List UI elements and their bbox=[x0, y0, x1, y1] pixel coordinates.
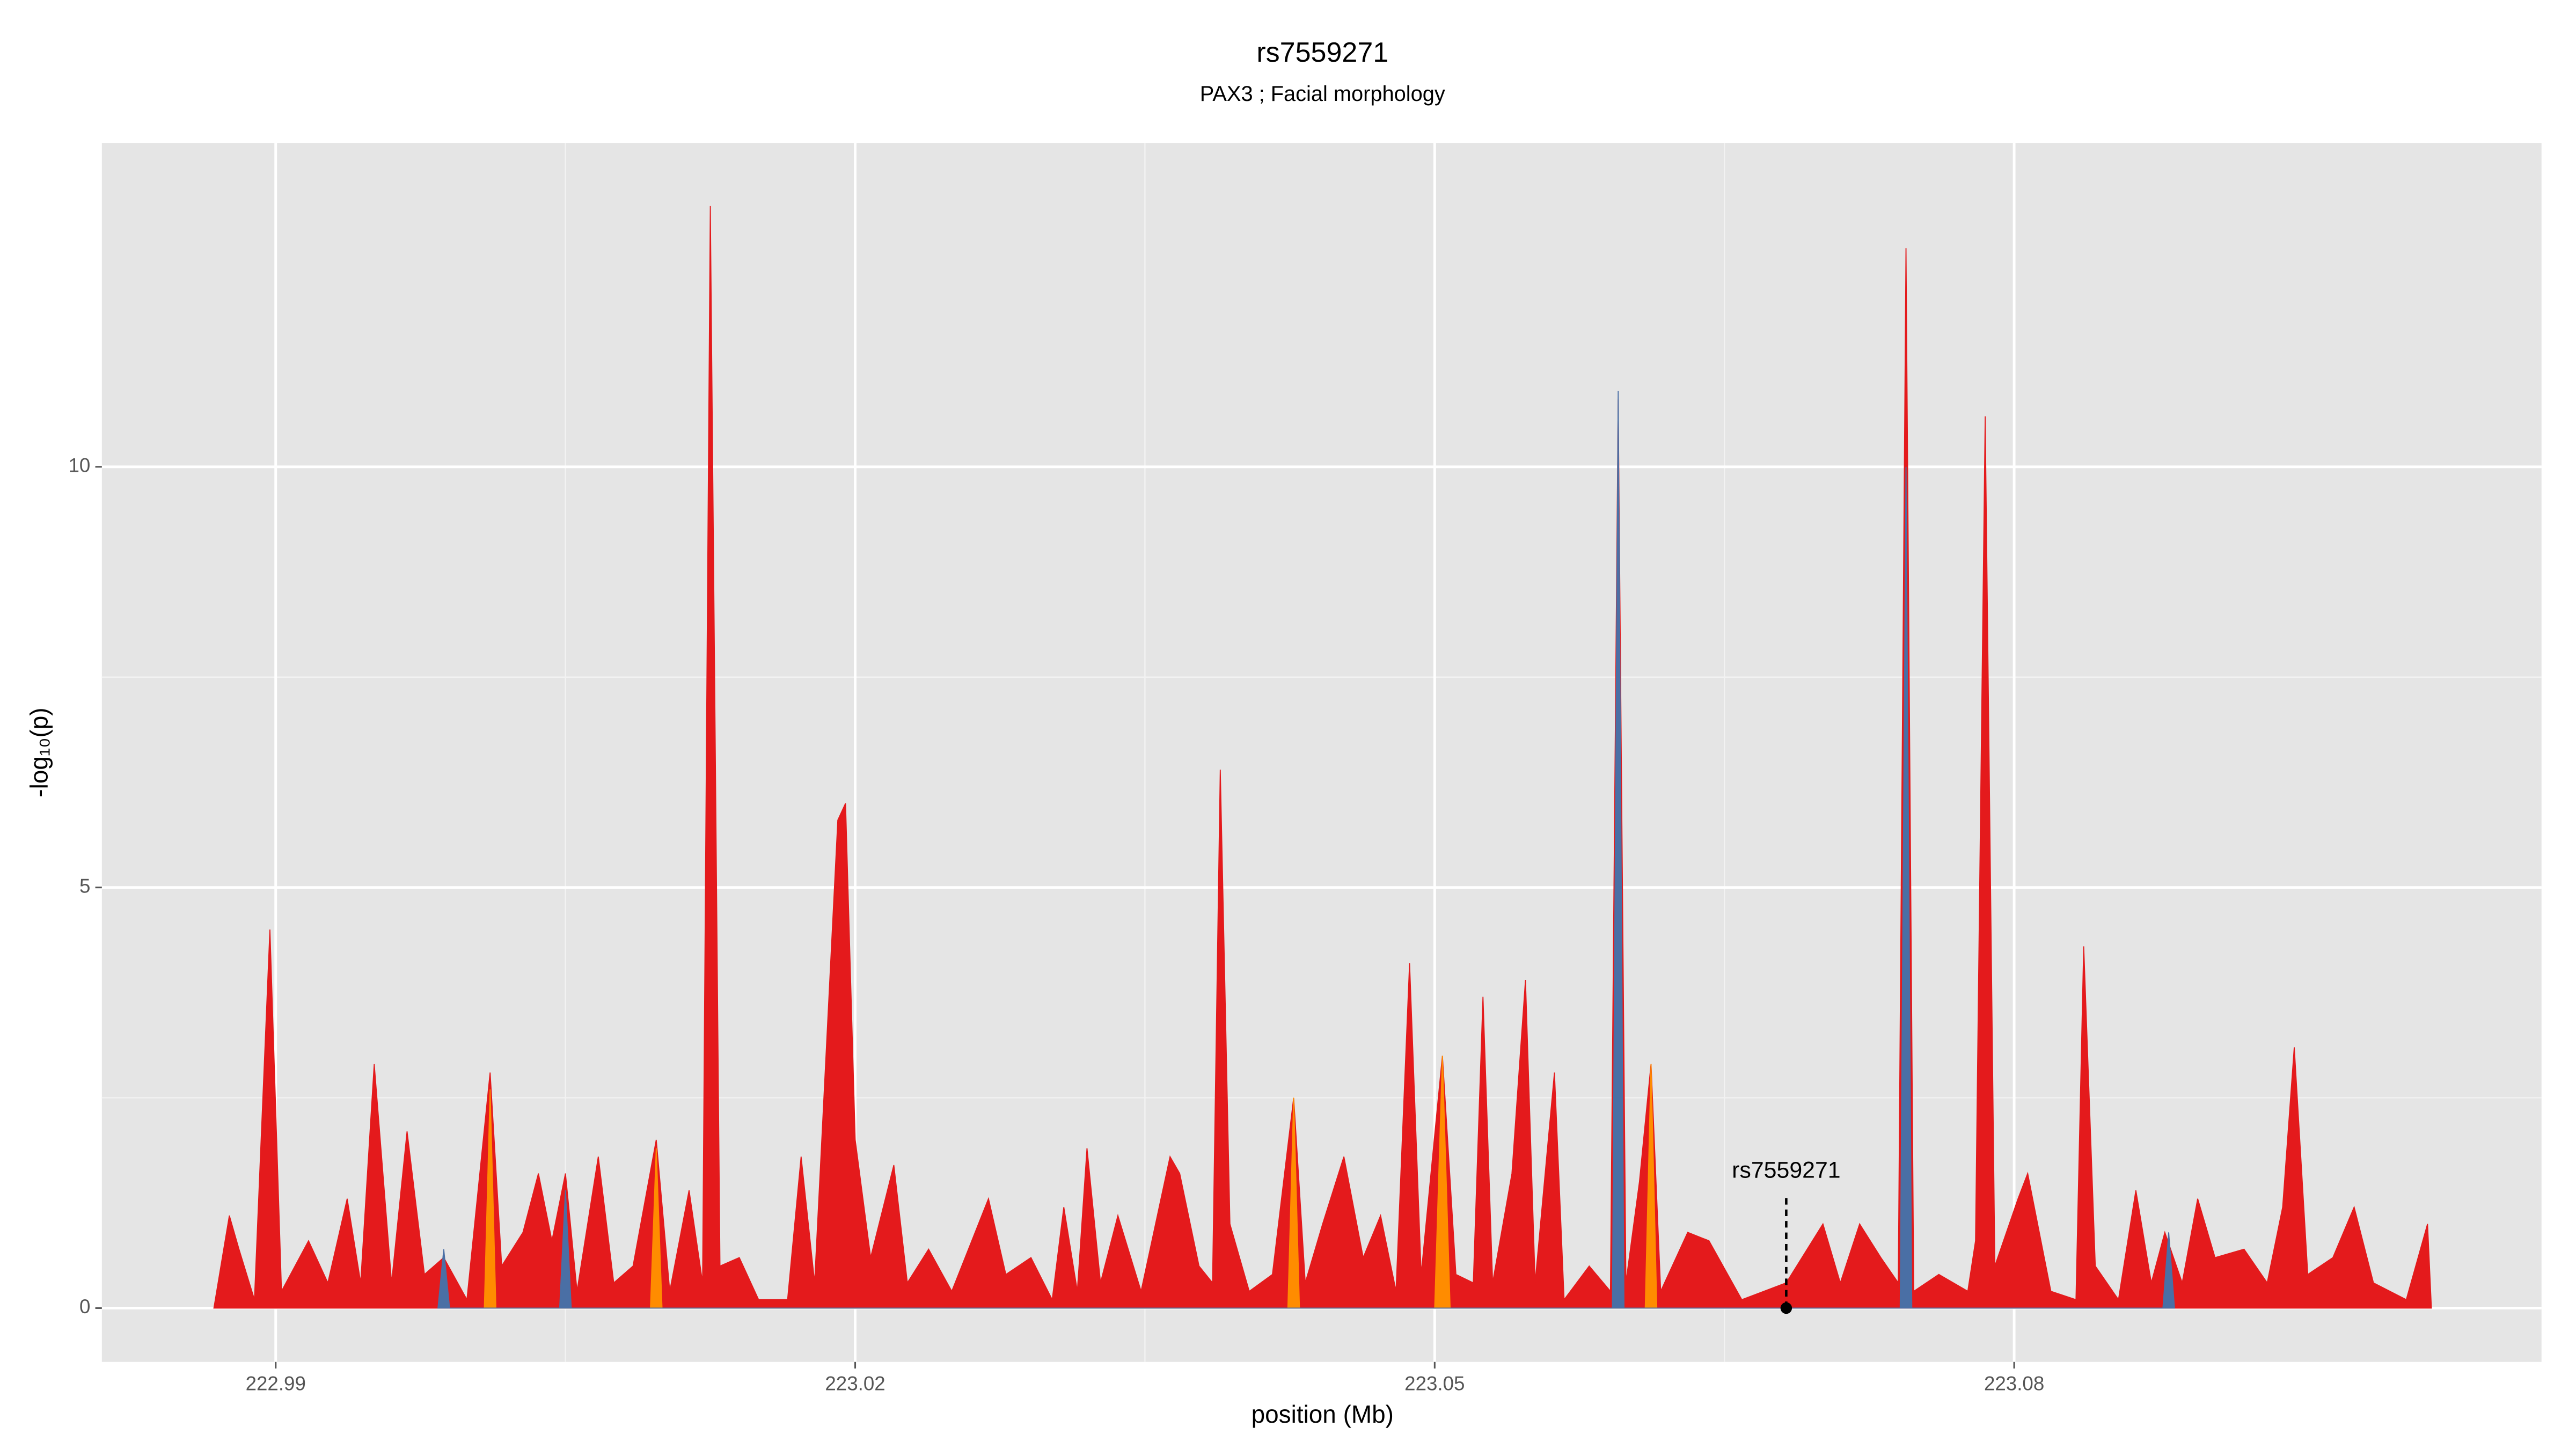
y-tick-label: 5 bbox=[79, 875, 90, 897]
y-tick-label: 0 bbox=[79, 1296, 90, 1318]
chart-subtitle: PAX3 ; Facial morphology bbox=[1200, 82, 1445, 106]
x-tick-label: 223.08 bbox=[1984, 1372, 2044, 1394]
x-tick-label: 223.05 bbox=[1404, 1372, 1465, 1394]
area bbox=[437, 391, 2175, 1309]
y-axis-label: -log₁₀(p) bbox=[25, 707, 53, 797]
y-tick-label: 10 bbox=[69, 455, 91, 477]
annotation-label: rs7559271 bbox=[1732, 1158, 1840, 1183]
x-axis-label: position (Mb) bbox=[1252, 1400, 1394, 1428]
chart-title: rs7559271 bbox=[1256, 37, 1388, 68]
x-tick-label: 222.99 bbox=[246, 1372, 306, 1394]
plot-panel bbox=[101, 143, 2542, 1362]
area bbox=[213, 206, 2432, 1309]
annotation-point bbox=[1780, 1302, 1792, 1314]
x-tick-label: 223.02 bbox=[825, 1372, 885, 1394]
